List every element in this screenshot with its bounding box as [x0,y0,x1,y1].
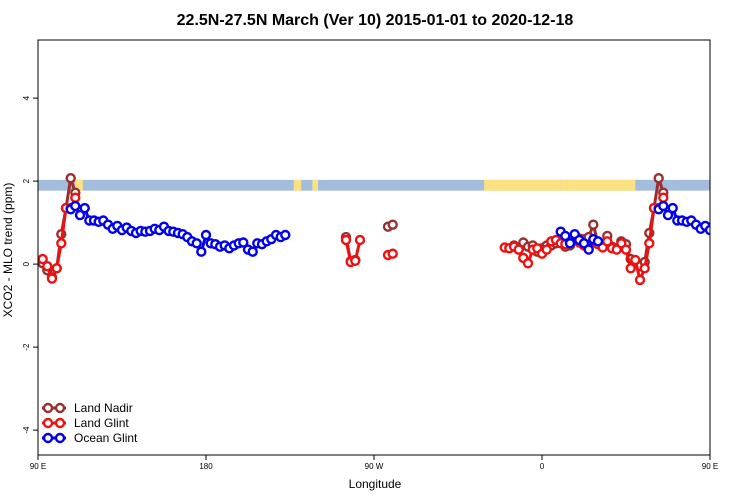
legend-marker-ocean-glint [42,432,54,444]
ocean-glint-point-0-29 [200,229,212,241]
land-glint-point-1-2 [350,255,361,266]
legend-marker2-ocean-glint [54,432,66,444]
y-axis: -4 -2 0 2 4 [22,95,38,434]
legend-label-land-nadir: Land Nadir [74,401,133,415]
ocean-glint-point-0-28 [196,246,207,257]
ocean-glint-point-2-12 [709,225,710,230]
y-axis-label: XCO2 - MLO trend (ppm) [1,183,15,318]
land-nadir-point-3-31 [653,172,664,184]
series-layer [38,172,723,286]
land-glint-point-3-26 [620,244,632,255]
land-glint-point-1-0 [340,234,352,246]
y-tick-label-3: 2 [22,178,31,183]
land-band-4 [560,179,636,191]
land-glint-point-3-31 [644,238,655,249]
y-tick-label-1: -2 [22,343,31,351]
land-glint-point-3-22 [602,236,613,247]
ocean-glint-point-1-8 [592,236,604,247]
x-tick-label-0: 90 E [30,462,46,471]
x-axis-label: Longitude [349,477,402,491]
land-glint-point-3-3 [513,244,524,255]
land-band-0 [75,179,83,191]
ocean-glint-point-0-39 [247,246,258,257]
land-glint-point-1-3 [354,234,366,246]
legend-label-land-glint: Land Glint [74,416,129,430]
ocean-glint-point-0-1 [70,200,81,212]
legend-marker-land-nadir [42,402,54,414]
land-nadir-point-2-1 [387,219,398,230]
land-glint-point-3-30 [639,263,650,274]
land-band-5 [734,180,743,191]
legend-marker-land-glint [42,417,54,429]
land-glint-point-3-9 [541,244,552,255]
x-axis: 90 E 180 90 W 0 90 E [30,455,718,471]
land-glint-point-0-7 [70,192,81,203]
ocean-glint-point-2-11 [704,224,710,236]
ocean-glint-point-1-6 [583,244,594,255]
land-glint-point-0-0 [38,253,48,265]
ocean-glint-point-1-1 [560,230,571,242]
y-tick-label-0: -4 [22,426,31,434]
y-tick-label-4: 4 [22,95,31,100]
land-band-2 [312,179,318,191]
land-band-1 [293,179,302,191]
x-tick-label-2: 90 W [365,462,384,471]
ocean-glint-point-2-1 [658,200,669,212]
land-nadir-point-0-6 [65,172,76,184]
land-glint-point-3-27 [625,263,636,274]
legend-marker2-land-nadir [54,402,66,414]
y-tick-label-2: 0 [22,261,31,266]
ocean-glint-point-0-27 [191,238,202,249]
ocean-glint-point-2-2 [662,209,674,221]
ocean-glint-point-0-46 [280,229,291,241]
land-glint-point-2-1 [387,248,398,259]
land-glint-point-0-2 [46,273,58,284]
x-tick-label-1: 180 [199,462,213,471]
ocean-glint-point-1-2 [564,238,576,249]
chart-title: 22.5N-27.5N March (Ver 10) 2015-01-01 to… [177,12,574,29]
land-glint-point-0-3 [51,263,62,274]
land-glint-point-3-34 [658,192,669,203]
x-tick-label-3: 0 [540,462,545,471]
land-glint-point-0-1 [42,261,53,272]
land-nadir-point-3-17 [588,219,599,230]
x-tick-label-4: 90 E [702,462,718,471]
legend-label-ocean-glint: Ocean Glint [74,431,138,445]
ocean-glint-point-0-2 [74,209,86,221]
ocean-glint-point-0-37 [238,237,249,248]
land-ocean-strip [38,179,743,191]
land-glint-point-0-4 [56,238,67,249]
ocean-glint-point-2-3 [667,202,678,214]
land-glint-point-3-28 [630,254,641,266]
land-glint-point-3-29 [634,274,646,286]
land-glint-point-3-5 [522,258,534,269]
ocean-glint-point-0-3 [79,202,90,214]
legend-marker2-land-glint [54,417,66,429]
ocean-glint-point-2-13 [715,227,723,235]
ocean-band [38,179,710,191]
land-band-3 [484,179,561,191]
